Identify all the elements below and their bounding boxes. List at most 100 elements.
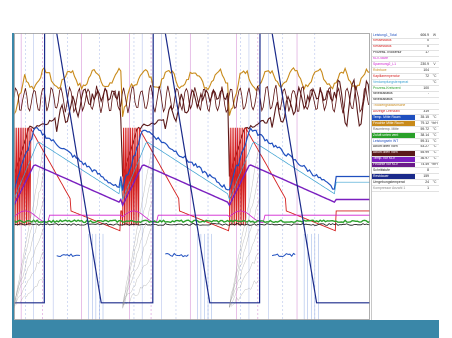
legend-series-value: 0 [427, 38, 429, 43]
series-raumtemp-fan [14, 252, 45, 305]
legend-row[interactable]: Feuchte vor KLV 74.49 %rH [372, 162, 439, 169]
legend-series-name: Restdauer [372, 174, 415, 180]
legend-series-value: 230.9 [420, 62, 430, 66]
legend-series-unit: %rH [431, 121, 438, 125]
series-raumtemp-fan [122, 199, 153, 308]
legend-row[interactable]: Restdauer 159 [372, 174, 439, 181]
legend-series-unit: °C [432, 180, 437, 184]
legend-series-name: Kessestatus [373, 44, 392, 49]
series-raumtemp-fan [122, 277, 153, 309]
legend-series-name: Niveaustatus [373, 97, 393, 102]
series-spannung2-l1 [14, 210, 370, 223]
legend-row[interactable]: Kessestatus 0 [372, 39, 439, 45]
series-raumtemp-fan [122, 227, 153, 306]
legend-row[interactable]: Spannung2_L1 230.9 V [372, 62, 439, 69]
plot-background [14, 33, 370, 320]
legend-series-value: 159 [423, 174, 429, 178]
legend-series-unit: °C [432, 133, 437, 137]
legend-row[interactable]: Temp. Mitte Raum 35.15 °C [372, 115, 439, 122]
legend-series-value: 74.49 [420, 162, 430, 167]
legend-series-unit: °C [432, 127, 437, 131]
series-abluft-oben-vorn [14, 77, 370, 177]
legend-row[interactable]: Kapillaremperatur 72 °C [372, 74, 439, 81]
series-prozess-kreisvent [14, 219, 370, 224]
legend-series-value: 606.9 [420, 33, 430, 37]
series-raumtemp-fan [229, 172, 260, 307]
legend-series-name: Temp. vor KLV [372, 156, 415, 162]
legend-series-unit: °C [432, 150, 437, 155]
legend-row[interactable]: Temp. vor KLV 36.97 °C [372, 156, 439, 163]
legend-series-unit: %rH [431, 162, 438, 167]
legend-series-value: 59.31 [420, 139, 430, 143]
legend-series-name: Schrittstufe [373, 168, 390, 172]
legend-series-name: Temp. Mitte Raum [372, 115, 415, 121]
legend-series-name: Abluft oben vorn [372, 150, 415, 156]
series-raumtemp-fan [122, 249, 153, 305]
legend-row[interactable]: Abluft oben vorn 55.99 °C [372, 150, 439, 157]
legend-series-unit: °C [432, 115, 437, 119]
legend-row[interactable]: Niveaustatus [372, 98, 439, 104]
legend-row[interactable]: Schrittstufe 8 [372, 168, 439, 175]
window-edge [12, 33, 14, 338]
legend-series-value: 100 [423, 86, 429, 90]
legend-series-name: KLV-Stufe [373, 56, 389, 61]
series-leistung-segment [271, 252, 296, 258]
legend-series-unit: W [432, 33, 437, 37]
legend-row[interactable]: Umgebungstemperat 24 °C [372, 180, 439, 187]
legend-series-name: Leistung1_Total [373, 33, 397, 37]
legend-series-name: Leistungsein WT [373, 139, 399, 143]
legend-row[interactable]: Raumtemp. Mitte 59.72 °C [372, 127, 439, 134]
legend-row[interactable]: Zuluft unten vent 38.14 °C [372, 133, 439, 140]
series-raumtemp-fan [229, 252, 260, 306]
series-raumtemp-fan [229, 279, 260, 307]
legend-series-value: 36.97 [420, 156, 430, 161]
legend-row[interactable]: Feuchte Mitte Raum 79.12 %rH [372, 121, 439, 128]
series-temp-mitte-raum [14, 127, 370, 191]
legend-row[interactable]: Verdampfungstemperat °C [372, 80, 439, 87]
legend-series-value: 38.14 [420, 133, 430, 137]
legend-series-name: Kessestatus [373, 38, 392, 43]
legend-row[interactable]: KLV-Stufe [372, 57, 439, 63]
legend-row[interactable]: Kompressor Anzahl 1 1 [372, 186, 439, 193]
legend-row[interactable]: Leistungsein WT 59.31 °C [372, 139, 439, 145]
legend-series-name: Trockengradwunsche [373, 103, 406, 108]
legend-series-value: 72 [425, 74, 429, 78]
legend-row[interactable]: Rohrluce 104 [372, 68, 439, 75]
legend-series-value: 59.72 [420, 127, 430, 131]
legend-row[interactable]: Niveaustatus - [372, 92, 439, 98]
legend-row[interactable]: Prozess-Kreisvent 100 [372, 86, 439, 92]
legend-row[interactable]: Trockengradwunsche [372, 104, 439, 110]
series-raumtemp-fan [122, 171, 153, 305]
legend-series-value: 319 [423, 109, 429, 114]
legend-row[interactable]: Kessestatus 0 [372, 45, 439, 51]
legend-series-value: 1 [427, 186, 429, 190]
legend-series-name: Prozess-Trockenur [373, 50, 402, 55]
chart-legend: Leistung1_Total 606.9 W Kessestatus 0 Kessest… [371, 33, 439, 320]
series-leistung-segment [56, 253, 80, 258]
legend-series-name: Abluft oben vorn [373, 144, 398, 149]
legend-series-value: 8 [427, 168, 429, 172]
legend-series-value: 35.15 [420, 115, 430, 119]
legend-row[interactable]: Prozess-Trockenur 17 [372, 51, 439, 57]
series-leistung-segment [165, 252, 189, 258]
legend-series-name: Spannung2_L1 [373, 62, 397, 66]
series-feuchte-mitte-raum [14, 66, 370, 117]
series-raumtemp-fan [229, 142, 260, 308]
legend-row[interactable]: Leistung1_Total 606.9 W [372, 33, 439, 39]
legend-series-value: 17 [425, 50, 429, 55]
legend-series-unit: °C [432, 74, 437, 78]
series-verdampfungstemperatur [14, 141, 370, 201]
series-raumtemp-fan [14, 278, 45, 306]
legend-series-name: Feuchte Mitte Raum [372, 121, 415, 127]
chart-plot-area[interactable] [14, 33, 370, 320]
legend-row[interactable]: Anzeige Drehzahl 319 [372, 110, 439, 116]
legend-series-value: - [427, 91, 429, 96]
legend-series-name: Kapillaremperatur [373, 74, 400, 78]
chart-svg[interactable] [14, 33, 370, 320]
series-restdauer [14, 33, 370, 304]
legend-series-name: Zuluft unten vent [372, 133, 415, 139]
series-niveaustatus [14, 223, 370, 226]
series-group [14, 33, 370, 309]
legend-row[interactable]: Abluft oben vorn 53.27 °C [372, 145, 439, 151]
legend-series-value: 0 [427, 44, 429, 49]
